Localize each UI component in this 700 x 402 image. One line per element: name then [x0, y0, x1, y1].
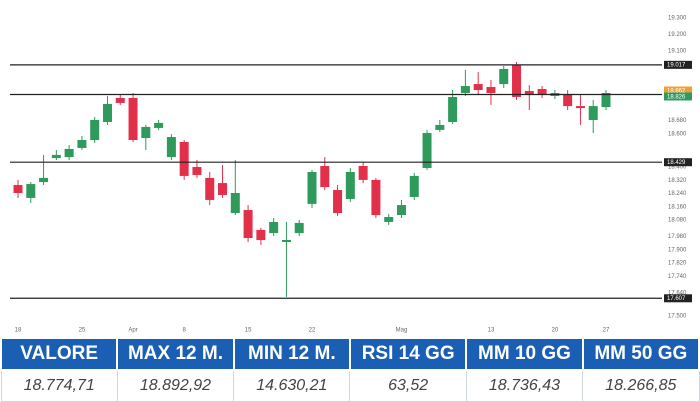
- value-cell: 18.892,92: [116, 369, 235, 402]
- price-tag: [664, 86, 692, 95]
- y-tick-label: 19.100: [668, 49, 687, 55]
- candle-body: [269, 221, 279, 234]
- candle-body: [39, 177, 49, 183]
- candle-body: [154, 122, 164, 128]
- y-tick-label: 17.900: [668, 247, 687, 253]
- y-tick-label: 18.080: [668, 218, 687, 224]
- header-cell: MIN 12 M.: [232, 337, 351, 371]
- candle-body: [141, 126, 151, 139]
- y-tick-label: 18.400: [668, 165, 687, 171]
- value-row: 18.774,71 18.892,92 14.630,21 63,52 18.7…: [0, 369, 700, 402]
- y-tick-label: 19.300: [668, 16, 687, 22]
- y-tick-label: 18.320: [668, 178, 687, 184]
- candle-body: [396, 205, 406, 216]
- price-tag-label: 18.826: [667, 94, 686, 100]
- candle-body: [512, 65, 522, 97]
- candle-body: [179, 142, 189, 176]
- x-tick-label: Apr: [128, 328, 137, 334]
- candle-body: [218, 183, 228, 195]
- x-tick-label: 25: [79, 328, 86, 334]
- candle-body: [294, 222, 304, 234]
- value-cell: 18.736,43: [465, 369, 584, 402]
- stats-table: VALORE MAX 12 M. MIN 12 M. RSI 14 GG MM …: [0, 337, 700, 402]
- level-label: 19.017: [667, 63, 686, 69]
- candle-body: [166, 137, 176, 158]
- y-tick-label: 18.240: [668, 191, 687, 197]
- level-label: 17.607: [667, 296, 686, 302]
- candle-body: [77, 140, 87, 148]
- candle-body: [26, 184, 36, 198]
- candle-body: [409, 175, 419, 197]
- x-tick-label: 8: [183, 328, 187, 334]
- header-cell: RSI 14 GG: [348, 337, 468, 371]
- y-tick-label: 17.820: [668, 261, 687, 267]
- x-tick-label: 20: [552, 328, 559, 334]
- y-tick-label: 17.980: [668, 234, 687, 240]
- candle-body: [473, 84, 483, 91]
- header-cell: MAX 12 M.: [116, 337, 235, 371]
- candle-body: [333, 190, 343, 214]
- candle-body: [307, 171, 317, 204]
- candle-body: [499, 68, 509, 85]
- level-tag: [664, 158, 692, 167]
- candle-body: [563, 93, 573, 107]
- level-tag: [664, 294, 692, 303]
- candle-body: [371, 179, 381, 216]
- price-tag: [664, 92, 692, 101]
- candle-body: [422, 133, 432, 168]
- x-tick-label: Mag: [396, 328, 408, 334]
- y-tick-label: 17.500: [668, 314, 687, 320]
- y-tick-label: 18.160: [668, 204, 687, 210]
- x-tick-label: 15: [245, 328, 252, 334]
- chart: 19.300 19.200 19.100 18.680 18.600 18.400 18.3…: [10, 16, 692, 334]
- header-cell: VALORE: [0, 337, 119, 371]
- candle-body: [358, 166, 368, 180]
- header-cell: MM 10 GG: [465, 337, 584, 371]
- y-tick-label: 19.200: [668, 32, 687, 38]
- x-tick-label: 27: [603, 328, 610, 334]
- y-tick-label: 17.740: [668, 274, 687, 280]
- candle-body: [128, 97, 138, 141]
- value-cell: 63,52: [349, 369, 467, 402]
- x-tick-label: 18: [15, 328, 22, 334]
- candle-body: [486, 87, 496, 93]
- candle-body: [281, 240, 291, 242]
- y-tick-label: 18.680: [668, 118, 687, 124]
- candle-body: [345, 171, 355, 199]
- price-tag-label: 18.862: [667, 88, 686, 94]
- candle-body: [460, 86, 470, 93]
- candle-body: [192, 167, 202, 175]
- candle-body: [588, 106, 598, 120]
- candle-body: [601, 92, 611, 108]
- value-cell: 18.266,85: [582, 369, 700, 402]
- candle-body: [243, 210, 253, 239]
- candle-body: [115, 97, 125, 103]
- candle-body: [205, 177, 215, 200]
- candle-body: [256, 229, 266, 241]
- candle-body: [64, 148, 74, 158]
- candle-body: [13, 185, 23, 193]
- y-tick-label: 18.600: [668, 131, 687, 137]
- candle-body: [435, 124, 445, 130]
- value-cell: 14.630,21: [233, 369, 351, 402]
- x-tick-label: 13: [488, 328, 495, 334]
- level-tag: [664, 60, 692, 69]
- candle-body: [102, 103, 112, 122]
- header-row: VALORE MAX 12 M. MIN 12 M. RSI 14 GG MM …: [0, 337, 700, 371]
- candle-body: [524, 91, 534, 95]
- y-tick-label: 17.640: [668, 290, 687, 296]
- candle-body: [320, 166, 330, 188]
- x-tick-label: 22: [309, 328, 316, 334]
- candle-body: [384, 216, 394, 222]
- candle-body: [448, 96, 458, 122]
- header-cell: MM 50 GG: [581, 337, 700, 371]
- value-cell: 18.774,71: [0, 369, 118, 402]
- candle-body: [230, 192, 240, 214]
- candle-body: [51, 154, 61, 159]
- candle-body: [90, 119, 100, 141]
- level-label: 18.429: [667, 160, 686, 166]
- candle-body: [537, 89, 547, 94]
- candle-body: [575, 106, 585, 109]
